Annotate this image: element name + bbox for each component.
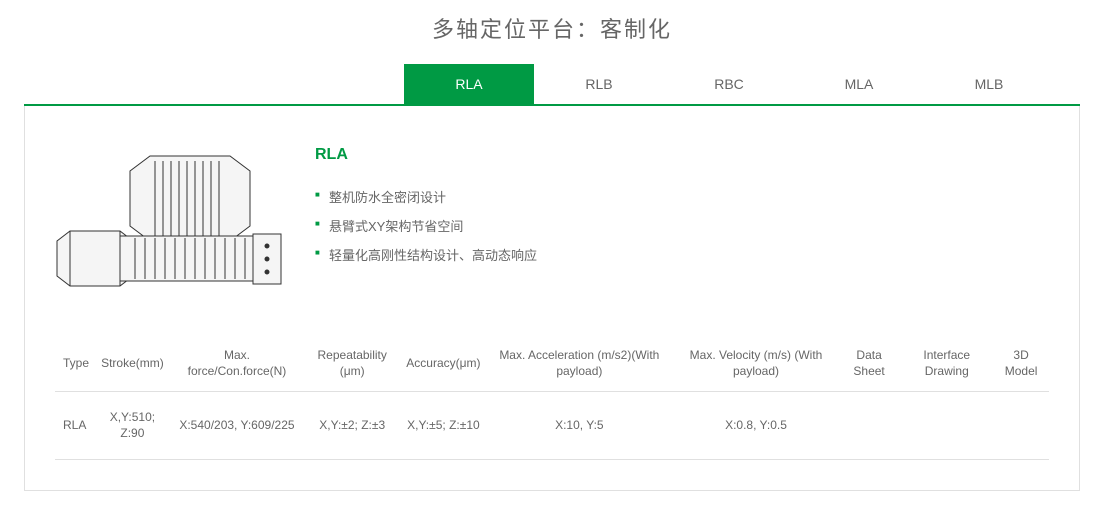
feature-item: 轻量化高刚性结构设计、高动态响应 bbox=[315, 240, 1049, 269]
table-header-row: Type Stroke(mm) Max. force/Con.force(N) … bbox=[55, 336, 1049, 392]
cell-accuracy: X,Y:±5; Z:±10 bbox=[402, 392, 484, 460]
col-accuracy: Accuracy(μm) bbox=[402, 336, 484, 392]
cell-type: RLA bbox=[55, 392, 93, 460]
cell-repeat: X,Y:±2; Z:±3 bbox=[302, 392, 402, 460]
tab-mlb[interactable]: MLB bbox=[924, 64, 1054, 104]
col-repeat: Repeatability (μm) bbox=[302, 336, 402, 392]
feature-list: 整机防水全密闭设计 悬臂式XY架构节省空间 轻量化高刚性结构设计、高动态响应 bbox=[315, 182, 1049, 269]
product-diagram-icon bbox=[55, 146, 285, 306]
col-datasheet: Data Sheet bbox=[838, 336, 900, 392]
col-stroke: Stroke(mm) bbox=[93, 336, 172, 392]
product-info: RLA 整机防水全密闭设计 悬臂式XY架构节省空间 轻量化高刚性结构设计、高动态… bbox=[315, 146, 1049, 269]
tab-bar: RLA RLB RBC MLA MLB bbox=[24, 64, 1080, 106]
product-header: RLA 整机防水全密闭设计 悬臂式XY架构节省空间 轻量化高刚性结构设计、高动态… bbox=[55, 146, 1049, 306]
col-accel: Max. Acceleration (m/s2)(With payload) bbox=[485, 336, 675, 392]
tab-rla[interactable]: RLA bbox=[404, 64, 534, 104]
content-panel: RLA 整机防水全密闭设计 悬臂式XY架构节省空间 轻量化高刚性结构设计、高动态… bbox=[24, 106, 1080, 491]
tab-mla[interactable]: MLA bbox=[794, 64, 924, 104]
col-interface: Interface Drawing bbox=[900, 336, 993, 392]
page-title: 多轴定位平台：客制化 bbox=[0, 0, 1104, 64]
cell-datasheet[interactable] bbox=[838, 392, 900, 460]
tab-rbc[interactable]: RBC bbox=[664, 64, 794, 104]
cell-accel: X:10, Y:5 bbox=[485, 392, 675, 460]
tab-spacer bbox=[24, 64, 404, 104]
cell-force: X:540/203, Y:609/225 bbox=[172, 392, 302, 460]
product-name: RLA bbox=[315, 146, 1049, 164]
cell-stroke: X,Y:510; Z:90 bbox=[93, 392, 172, 460]
col-type: Type bbox=[55, 336, 93, 392]
cell-interface[interactable] bbox=[900, 392, 993, 460]
cell-velocity: X:0.8, Y:0.5 bbox=[674, 392, 838, 460]
col-3dmodel: 3D Model bbox=[993, 336, 1049, 392]
tab-rlb[interactable]: RLB bbox=[534, 64, 664, 104]
col-velocity: Max. Velocity (m/s) (With payload) bbox=[674, 336, 838, 392]
cell-3dmodel[interactable] bbox=[993, 392, 1049, 460]
feature-item: 悬臂式XY架构节省空间 bbox=[315, 211, 1049, 240]
product-image bbox=[55, 146, 285, 306]
spec-table: Type Stroke(mm) Max. force/Con.force(N) … bbox=[55, 336, 1049, 460]
feature-item: 整机防水全密闭设计 bbox=[315, 182, 1049, 211]
table-row: RLA X,Y:510; Z:90 X:540/203, Y:609/225 X… bbox=[55, 392, 1049, 460]
col-force: Max. force/Con.force(N) bbox=[172, 336, 302, 392]
